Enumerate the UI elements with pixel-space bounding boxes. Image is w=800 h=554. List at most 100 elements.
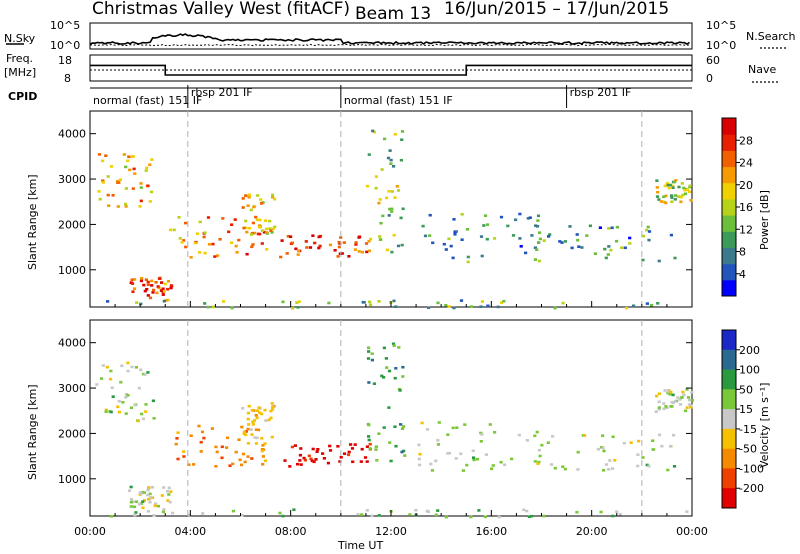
- scatter-cell: [549, 463, 554, 466]
- scatter-cell: [234, 450, 238, 454]
- scatter-cell: [115, 179, 120, 183]
- scatter-cell: [425, 428, 430, 431]
- scatter-cell: [533, 258, 537, 261]
- scatter-cell: [233, 218, 237, 221]
- scatter-cell: [688, 398, 692, 402]
- scatter-cell: [690, 390, 694, 394]
- scatter-cell: [647, 464, 651, 468]
- scatter-cell: [152, 288, 156, 292]
- scatter-cell: [172, 228, 176, 232]
- scatter-cell: [367, 350, 371, 353]
- scatter-cell: [156, 504, 160, 508]
- scatter-cell: [254, 442, 259, 445]
- scatter-cell: [371, 129, 375, 133]
- scatter-cell: [454, 457, 458, 460]
- scatter-cell: [400, 130, 405, 133]
- scatter-cell: [681, 193, 685, 197]
- scatter-cell: [280, 239, 284, 242]
- scatter-cell: [202, 436, 206, 440]
- scatter-cell: [166, 287, 170, 291]
- scatter-cell: [379, 238, 383, 241]
- scatter-cell: [423, 234, 428, 238]
- scatter-cell: [672, 180, 677, 184]
- scatter-cell: [214, 465, 218, 468]
- scatter-cell: [392, 344, 396, 347]
- cpid-segment-label: rbsp 201 IF: [570, 86, 632, 99]
- colorbar-tick-label: 4: [739, 268, 746, 281]
- scatter-cell: [536, 462, 540, 465]
- scatter-cell: [189, 256, 193, 259]
- scatter-cell: [252, 231, 257, 235]
- scatter-cell: [124, 412, 128, 415]
- colorbar-swatch: [722, 468, 736, 489]
- scatter-cell: [485, 223, 490, 226]
- colorbar-tick-label: 16: [739, 201, 753, 214]
- colorbar-tick-label: -15: [739, 423, 757, 436]
- colorbar-tick-label: 28: [739, 134, 753, 147]
- scatter-cell: [690, 399, 694, 402]
- scatter-cell: [147, 486, 151, 489]
- scatter-cell: [199, 450, 203, 453]
- scatter-cell: [137, 386, 141, 390]
- scatter-cell: [161, 287, 165, 291]
- scatter-cell: [436, 439, 440, 442]
- scatter-cell: [429, 462, 433, 466]
- scatter-cell: [485, 237, 489, 241]
- scatter-cell: [497, 515, 501, 519]
- scatter-cell: [347, 255, 351, 258]
- scatter-cell: [133, 172, 137, 175]
- scatter-cell: [637, 439, 641, 443]
- colorbar-swatch: [722, 488, 736, 509]
- scatter-cell: [593, 252, 597, 255]
- scatter-cell: [120, 364, 124, 368]
- scatter-cell: [251, 423, 255, 426]
- colorbar-tick-label: 20: [739, 179, 753, 192]
- scatter-cell: [270, 408, 275, 411]
- scatter-cell: [368, 303, 373, 307]
- scatter-cell: [372, 130, 376, 134]
- scatter-cell: [239, 463, 244, 467]
- scatter-cell: [528, 216, 532, 219]
- colorbar-tick-label: 50: [739, 383, 753, 396]
- velocity-panel: 1000 2000 3000 4000 Slant Range [km]: [26, 319, 694, 519]
- scatter-cell: [488, 423, 492, 426]
- scatter-cell: [389, 162, 393, 165]
- scatter-cell: [672, 465, 677, 468]
- scatter-cell: [242, 430, 247, 434]
- scatter-cell: [203, 251, 207, 255]
- scatter-cell: [240, 514, 244, 517]
- colorbar-swatch: [722, 349, 736, 371]
- scatter-cell: [655, 179, 659, 182]
- scatter-cell: [146, 283, 150, 286]
- colorbar-tick-label: 24: [739, 157, 753, 170]
- scatter-cell: [563, 240, 567, 243]
- scatter-cell: [354, 243, 358, 246]
- velocity-panel-frame: [89, 319, 693, 517]
- scatter-cell: [518, 237, 522, 240]
- freq-series-line: [90, 64, 692, 76]
- scatter-cell: [430, 469, 434, 472]
- scatter-cell: [268, 219, 272, 223]
- scatter-cell: [99, 377, 104, 380]
- colorbar-swatch: [722, 198, 736, 216]
- scatter-cell: [357, 250, 361, 253]
- scatter-cell: [362, 301, 366, 304]
- scatter-cell: [645, 228, 649, 232]
- scatter-cell: [310, 459, 314, 463]
- scatter-cell: [553, 466, 557, 470]
- scatter-cell: [201, 512, 205, 515]
- scatter-cell: [231, 462, 235, 466]
- cpid-segment-label: rbsp 201 IF: [191, 86, 253, 99]
- scatter-cell: [288, 465, 292, 468]
- scatter-cell: [393, 425, 397, 428]
- scatter-cell: [150, 279, 154, 283]
- scatter-cell: [499, 215, 504, 219]
- scatter-cell: [255, 416, 259, 420]
- scatter-cell: [225, 446, 229, 449]
- scatter-cell: [163, 282, 167, 286]
- scatter-cell: [636, 464, 640, 468]
- scatter-cell: [657, 392, 661, 395]
- scatter-cell: [265, 231, 269, 234]
- scatter-cell: [245, 252, 249, 256]
- freq-right-tick-top: 60: [706, 54, 720, 67]
